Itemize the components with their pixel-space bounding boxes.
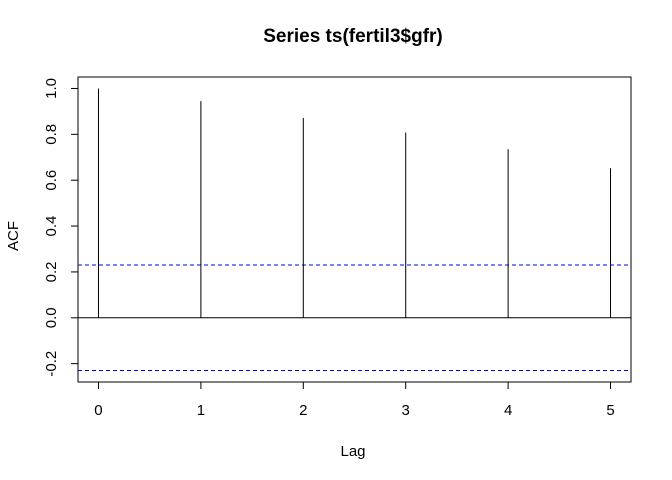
chart-title: Series ts(fertil3$gfr) [263, 26, 443, 47]
x-tick-label: 1 [197, 402, 205, 419]
y-axis: -0.2 0.0 0.2 0.4 0.6 0.8 1.0 [43, 78, 79, 377]
y-tick-label: 0.0 [43, 307, 60, 328]
y-tick-label: -0.2 [43, 351, 60, 377]
y-tick-label: 0.6 [43, 170, 60, 191]
y-tick-label: 0.8 [43, 124, 60, 145]
y-tick-label: 1.0 [43, 78, 60, 99]
x-tick-label: 4 [504, 402, 512, 419]
x-tick-label: 3 [402, 402, 410, 419]
y-axis-label: ACF [5, 221, 22, 251]
x-tick-label: 2 [299, 402, 307, 419]
y-tick-label: 0.4 [43, 216, 60, 237]
x-axis-label: Lag [340, 443, 365, 460]
x-tick-label: 0 [94, 402, 102, 419]
x-tick-label: 5 [606, 402, 614, 419]
acf-bars [97, 88, 612, 318]
plot-frame [77, 76, 632, 383]
x-axis: 0 1 2 3 4 5 [94, 381, 615, 419]
y-tick-label: 0.2 [43, 261, 60, 282]
confidence-bounds [78, 264, 631, 372]
